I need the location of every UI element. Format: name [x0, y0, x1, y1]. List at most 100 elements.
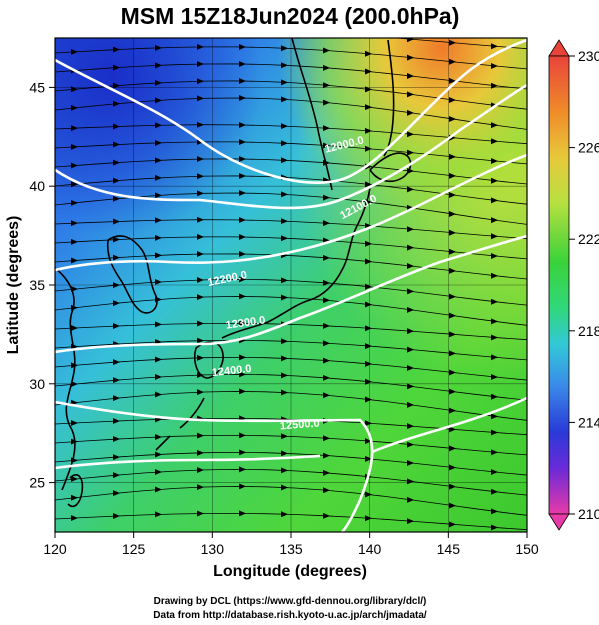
colorbar-tick-label: 222: [578, 231, 599, 247]
wind-arrowhead: [71, 381, 78, 388]
wind-arrowhead: [449, 426, 456, 433]
wind-arrowhead: [155, 217, 162, 224]
wind-arrowhead: [407, 38, 414, 43]
wind-arrowhead: [155, 296, 162, 303]
wind-arrowhead: [71, 143, 78, 150]
wind-arrowhead: [239, 510, 246, 517]
wind-arrowhead: [113, 195, 120, 202]
y-tick-label: 40: [29, 178, 45, 194]
wind-arrowhead: [113, 64, 120, 71]
wind-arrowhead: [239, 78, 246, 85]
wind-arrowhead: [365, 420, 372, 427]
wind-arrowhead: [197, 43, 204, 50]
wind-arrowhead: [155, 252, 162, 259]
colorbar-bottom-arrow: [548, 513, 570, 531]
wind-arrowhead: [197, 294, 204, 301]
wind-arrowhead: [239, 44, 246, 51]
wind-arrowhead: [449, 58, 456, 65]
wind-arrowhead: [323, 99, 330, 106]
wind-arrowhead: [197, 173, 204, 180]
contour-label: 12400.0: [211, 363, 252, 379]
wind-arrowhead: [407, 186, 414, 193]
wind-arrowhead: [239, 156, 246, 163]
contour-line-f: [371, 396, 527, 454]
coast-china: [55, 267, 76, 491]
wind-arrowhead: [239, 432, 246, 439]
wind-arrowhead: [449, 369, 456, 376]
wind-arrowhead: [449, 229, 456, 236]
coast-korea: [106, 235, 158, 314]
wind-arrowhead: [113, 218, 120, 225]
wind-arrowhead: [239, 95, 246, 102]
y-tick-label: 25: [29, 475, 45, 491]
wind-arrowhead: [197, 371, 204, 378]
wind-arrowhead: [407, 460, 414, 466]
wind-arrowhead: [491, 373, 498, 380]
wind-arrowhead: [491, 524, 498, 531]
wind-arrowhead: [365, 181, 372, 188]
contour-line-d: [55, 234, 527, 354]
x-tick-label: 125: [122, 541, 146, 557]
wind-arrowhead: [491, 334, 498, 341]
wind-arrowhead: [155, 373, 162, 380]
wind-arrowhead: [449, 116, 456, 123]
wind-arrowhead: [449, 153, 456, 160]
wind-arrowhead: [155, 79, 162, 86]
wind-arrowhead: [155, 433, 162, 440]
wind-arrowhead: [449, 267, 456, 274]
wind-arrowhead: [491, 393, 498, 400]
wind-arrowhead: [323, 30, 330, 36]
wind-arrowhead: [407, 263, 414, 270]
x-axis-ticks: 120 125 130 135 140 145 150: [43, 532, 539, 557]
wind-arrowhead: [239, 276, 246, 283]
wind-arrowhead: [323, 159, 330, 166]
wind-arrowhead: [113, 177, 120, 184]
wind-arrowhead: [281, 123, 288, 130]
wind-arrowhead: [281, 389, 288, 396]
wind-arrowhead: [113, 123, 120, 130]
y-axis-label: Latitude (degrees): [5, 216, 22, 355]
wind-arrowhead: [407, 383, 414, 390]
wind-arrowhead: [491, 43, 498, 50]
wind-arrowhead: [155, 451, 162, 458]
wind-arrowhead: [407, 328, 414, 335]
wind-arrowhead: [323, 194, 330, 201]
wind-arrowhead: [71, 419, 78, 426]
wind-arrowhead: [323, 220, 330, 227]
wind-arrowhead: [239, 449, 246, 456]
wind-arrowhead: [491, 233, 498, 240]
wind-arrowhead: [197, 337, 204, 344]
wind-arrowhead: [365, 283, 372, 290]
wind-arrowhead: [449, 388, 456, 395]
wind-arrowhead: [155, 139, 162, 146]
wind-arrowhead: [407, 346, 414, 353]
wind-arrowhead: [407, 441, 414, 448]
wind-arrowhead: [71, 238, 78, 245]
wind-arrowhead: [281, 467, 288, 474]
wind-arrowhead: [113, 159, 120, 166]
wind-arrowhead: [71, 162, 78, 169]
wind-arrowhead: [365, 68, 372, 75]
wind-arrowhead: [323, 125, 330, 132]
wind-arrowhead: [491, 157, 498, 164]
credit-data: Data from http://database.rish.kyoto-u.a…: [153, 610, 427, 621]
wind-arrowhead: [113, 436, 120, 443]
wind-arrowhead: [491, 252, 498, 259]
wind-arrowhead: [71, 220, 78, 227]
wind-arrowhead: [197, 95, 204, 102]
wind-arrowhead: [365, 360, 372, 367]
wind-arrowhead: [113, 82, 120, 89]
wind-arrowhead: [491, 354, 498, 361]
wind-arrowhead: [407, 131, 414, 138]
wind-arrowhead: [239, 190, 246, 197]
wind-arrowhead: [71, 304, 78, 311]
wind-arrowhead: [281, 140, 288, 147]
wind-arrowhead: [113, 395, 120, 402]
wind-arrowhead: [407, 54, 414, 61]
wind-arrowhead: [113, 472, 120, 479]
wind-arrowhead: [281, 79, 288, 86]
wind-arrowhead: [71, 181, 78, 188]
wind-arrowhead: [449, 293, 456, 300]
wind-arrowhead: [197, 276, 204, 283]
wind-arrowhead: [449, 445, 456, 452]
